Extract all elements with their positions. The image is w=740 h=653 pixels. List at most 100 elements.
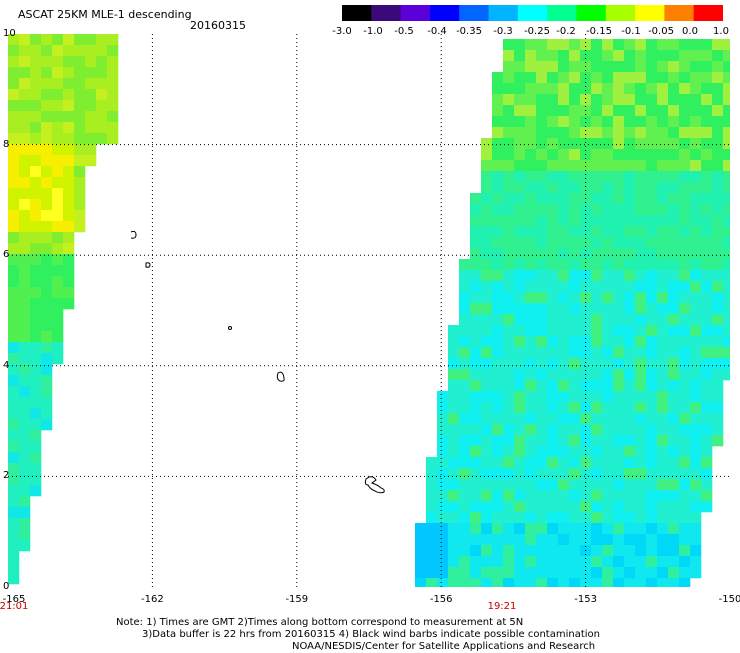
swath-cell: [558, 556, 570, 568]
swath-cell: [470, 391, 482, 403]
swath-cell: [657, 237, 669, 249]
swath-cell: [712, 61, 724, 73]
swath-cell: [569, 116, 581, 128]
swath-cell: [613, 127, 625, 139]
swath-cell: [701, 127, 713, 139]
island-outline: [145, 262, 151, 268]
swath-cell: [8, 529, 20, 541]
swath-cell: [723, 204, 730, 216]
swath-cell: [96, 133, 108, 145]
swath-cell: [41, 210, 53, 222]
swath-cell: [723, 182, 730, 194]
swath-cell: [657, 512, 669, 524]
swath-cell: [536, 160, 548, 172]
swath-cell: [690, 259, 702, 271]
swath-cell: [657, 501, 669, 513]
swath-cell: [580, 182, 592, 194]
swath-cell: [690, 369, 702, 381]
swath-cell: [481, 314, 493, 326]
swath-cell: [19, 419, 31, 431]
swath-cell: [613, 413, 625, 425]
swath-cell: [646, 193, 658, 205]
swath-cell: [701, 391, 713, 403]
swath-cell: [41, 78, 53, 90]
swath-cell: [690, 248, 702, 260]
swath-cell: [657, 138, 669, 150]
swath-cell: [712, 171, 724, 183]
swath-cell: [602, 72, 614, 84]
swath-cell: [646, 61, 658, 73]
swath-cell: [657, 567, 669, 579]
swath-cell: [646, 83, 658, 95]
swath-cell: [514, 501, 526, 513]
swath-cell: [701, 402, 713, 414]
swath-cell: [41, 419, 53, 431]
swath-cell: [52, 342, 64, 354]
swath-cell: [74, 100, 86, 112]
swath-cell: [514, 358, 526, 370]
swath-cell: [701, 149, 713, 161]
swath-cell: [569, 281, 581, 293]
swath-cell: [712, 292, 724, 304]
swath-cell: [503, 160, 515, 172]
swath-cell: [635, 237, 647, 249]
swath-cell: [514, 248, 526, 260]
colorbar-swatch: [605, 5, 636, 21]
swath-cell: [591, 358, 603, 370]
swath-cell: [492, 138, 504, 150]
swath-cell: [525, 424, 537, 436]
swath-cell: [668, 336, 680, 348]
swath-cell: [701, 358, 713, 370]
swath-cell: [690, 270, 702, 282]
swath-cell: [668, 116, 680, 128]
swath-cell: [569, 479, 581, 491]
swath-cell: [635, 347, 647, 359]
swath-cell: [514, 204, 526, 216]
swath-cell: [723, 292, 730, 304]
swath-cell: [635, 479, 647, 491]
swath-cell: [30, 122, 42, 134]
swath-cell: [536, 281, 548, 293]
swath-cell: [525, 479, 537, 491]
swath-cell: [503, 226, 515, 238]
swath-cell: [679, 523, 691, 535]
swath-cell: [415, 534, 427, 546]
swath-cell: [624, 545, 636, 557]
swath-cell: [41, 45, 53, 57]
swath-cell: [690, 61, 702, 73]
swath-cell: [580, 490, 592, 502]
swath-cell: [459, 413, 471, 425]
swath-cell: [679, 314, 691, 326]
swath-cell: [558, 292, 570, 304]
colorbar-swatch: [576, 5, 607, 21]
swath-cell: [558, 105, 570, 117]
swath-cell: [63, 243, 75, 255]
swath-cell: [63, 188, 75, 200]
swath-cell: [635, 94, 647, 106]
swath-cell: [19, 56, 31, 68]
swath-cell: [635, 446, 647, 458]
swath-cell: [712, 50, 724, 62]
swath-cell: [547, 325, 559, 337]
swath-cell: [536, 567, 548, 579]
swath-cell: [668, 61, 680, 73]
swath-cell: [8, 474, 20, 486]
swath-cell: [602, 171, 614, 183]
y-axis-label: 6: [3, 249, 10, 261]
swath-cell: [635, 358, 647, 370]
swath-cell: [690, 204, 702, 216]
swath-cell: [723, 314, 730, 326]
swath-cell: [635, 490, 647, 502]
swath-cell: [19, 276, 31, 288]
swath-cell: [547, 578, 559, 587]
swath-cell: [613, 512, 625, 524]
swath-cell: [85, 56, 97, 68]
swath-cell: [85, 111, 97, 123]
swath-cell: [657, 39, 669, 51]
swath-cell: [624, 39, 636, 51]
swath-cell: [19, 122, 31, 134]
swath-cell: [657, 270, 669, 282]
swath-layer: [8, 34, 730, 587]
swath-cell: [481, 248, 493, 260]
swath-cell: [30, 430, 42, 442]
